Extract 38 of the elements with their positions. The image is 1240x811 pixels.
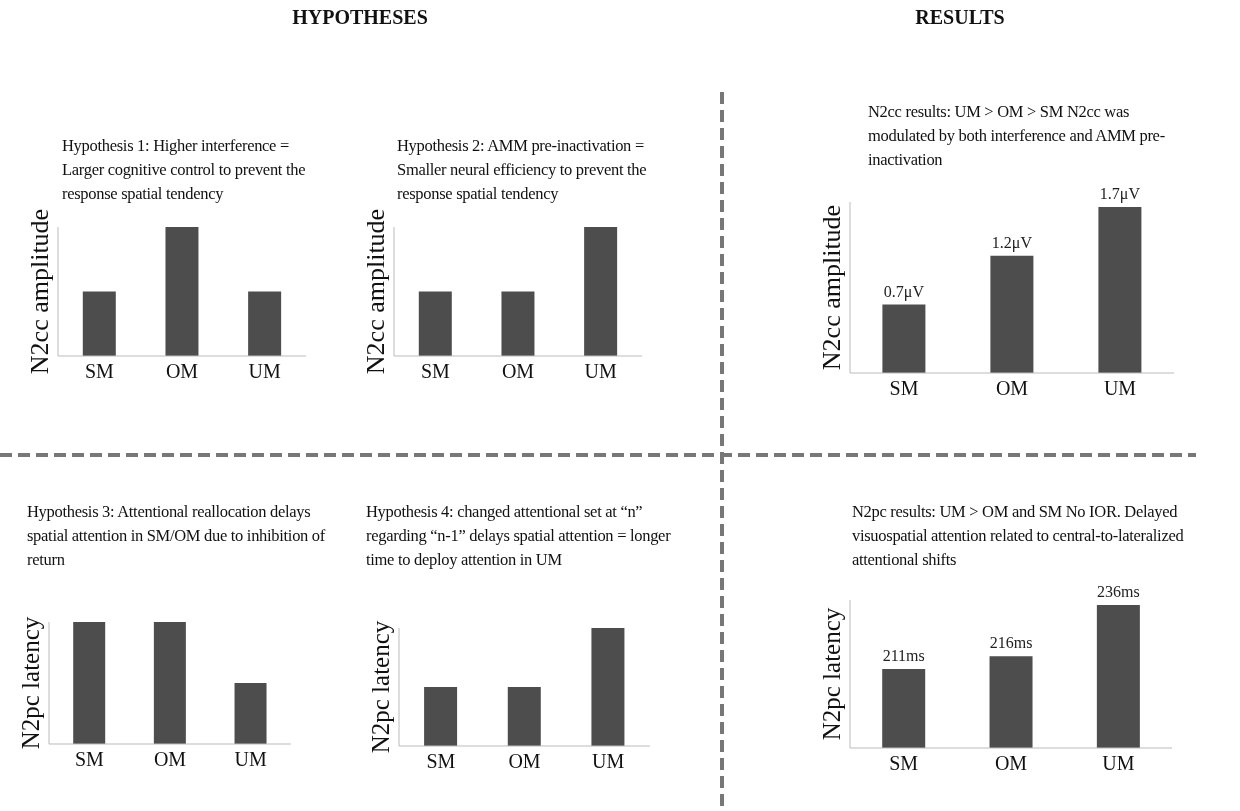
- data-label: 236ms: [1097, 583, 1140, 601]
- x-tick-label: UM: [1103, 377, 1137, 400]
- x-tick-label: UM: [248, 360, 281, 383]
- text: HYPOTHESES: [291, 6, 429, 29]
- x-tick-label: SM: [426, 750, 456, 773]
- x-tick-label: UM: [592, 750, 625, 773]
- x-tick-label: UM: [1102, 752, 1135, 775]
- y-axis-title: N2pc latency: [817, 607, 845, 741]
- chart-title: Hypothesis 3: Attentional reallocation delays spatial attention in SM/OM due to inhibition of return: [27, 501, 327, 571]
- x-tick-label: SM: [889, 752, 919, 775]
- x-tick-label: SM: [420, 360, 450, 383]
- data-label: 211ms: [882, 646, 925, 664]
- x-tick-label: SM: [889, 377, 919, 400]
- x-tick-label: OM: [508, 750, 541, 773]
- x-tick-label: OM: [994, 752, 1028, 775]
- x-tick-label: OM: [995, 377, 1029, 400]
- x-tick-label: SM: [84, 360, 114, 383]
- chart-title: Hypothesis 2: AMM pre-inactivation = Smaller neural efficiency to prevent the response spatial tendency: [397, 135, 647, 205]
- y-axis-title: N2cc amplitude: [25, 208, 55, 375]
- y-axis-title: N2cc amplitude: [361, 208, 391, 375]
- y-axis-title: N2cc amplitude: [817, 204, 847, 371]
- x-tick-label: SM: [74, 748, 104, 771]
- x-tick-label: OM: [165, 360, 199, 383]
- y-axis-title: N2pc latency: [366, 620, 394, 754]
- data-label: 1.7μV: [1099, 184, 1141, 203]
- x-tick-label: UM: [584, 360, 617, 383]
- data-label: 1.2μV: [991, 233, 1033, 252]
- chart-title: Hypothesis 1: Higher interference = Larger cognitive control to prevent the response spatial tendency: [62, 135, 307, 205]
- data-label: 216ms: [989, 634, 1033, 652]
- data-label: 0.7μV: [883, 282, 925, 301]
- y-axis-title: N2pc latency: [16, 616, 44, 750]
- chart-title: N2cc results: UM > OM > SM N2cc was modulated by both interference and AMM pre-inactivation: [868, 101, 1166, 171]
- chart-title: Hypothesis 4: changed attentional set at “n” regarding “n-1” delays spatial attention = longer time to deploy attention in UM: [366, 501, 672, 571]
- x-tick-label: UM: [234, 748, 267, 771]
- x-tick-label: OM: [501, 360, 535, 383]
- x-tick-label: OM: [153, 748, 187, 771]
- text: RESULTS: [914, 6, 1006, 29]
- chart-title: N2pc results: UM > OM and SM No IOR. Delayed visuospatial attention related to central-to-lateralized attentional shifts: [852, 501, 1185, 571]
